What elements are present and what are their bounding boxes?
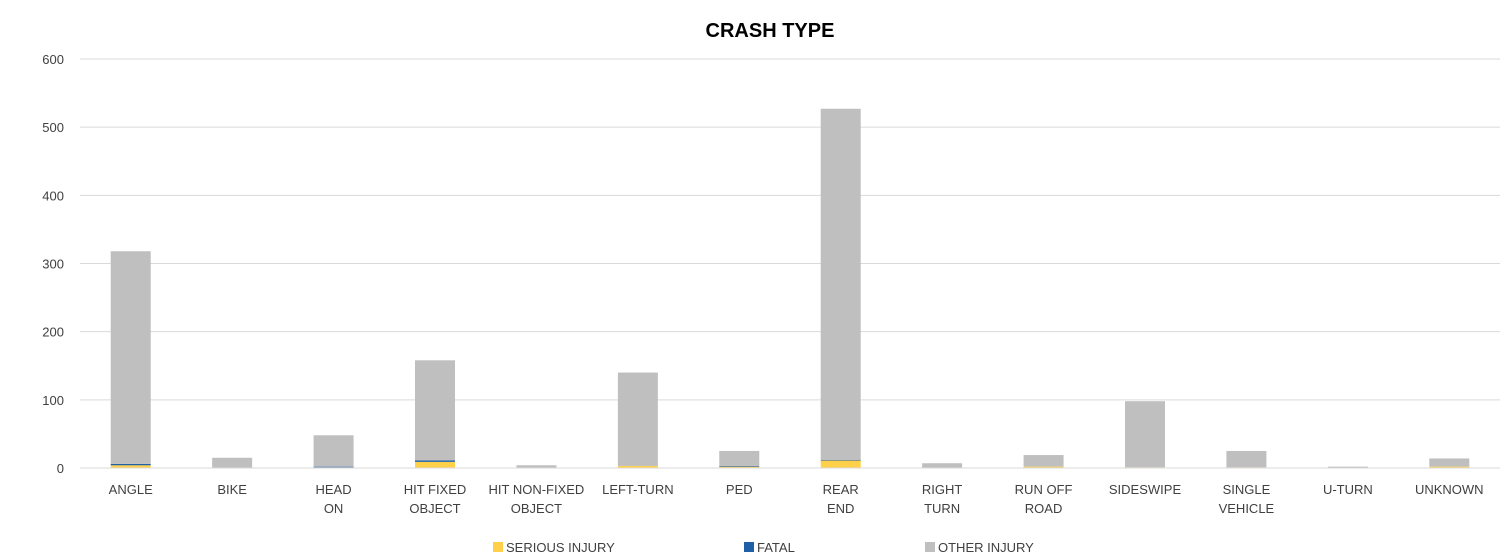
bar-segment bbox=[719, 450, 760, 466]
x-tick-label-line: OBJECT bbox=[511, 501, 562, 516]
bar-segment bbox=[415, 360, 455, 461]
x-tick-label: LEFT-TURN bbox=[602, 482, 674, 497]
y-tick-label: 0 bbox=[57, 461, 64, 476]
bar-segment bbox=[516, 465, 557, 468]
bar-segment bbox=[719, 465, 760, 467]
bar-segment bbox=[922, 463, 963, 468]
bar-segment bbox=[313, 466, 354, 468]
bar-segment bbox=[1327, 466, 1368, 468]
x-tick-label-line: VEHICLE bbox=[1219, 501, 1275, 516]
bar-segment bbox=[1226, 450, 1267, 468]
y-tick-label: 200 bbox=[42, 325, 64, 340]
bar-segment bbox=[820, 460, 861, 468]
x-tick-label-line: PED bbox=[726, 482, 753, 497]
x-tick-label: REAR END bbox=[823, 482, 859, 516]
x-tick-label-line: HIT NON-FIXED bbox=[489, 482, 585, 497]
x-tick-label: SIDESWIPE bbox=[1109, 482, 1182, 497]
bar-segment bbox=[1429, 466, 1470, 468]
x-tick-label: SINGLE VEHICLE bbox=[1219, 482, 1275, 516]
x-tick-label: ANGLE bbox=[109, 482, 153, 497]
x-tick-label-line: BIKE bbox=[217, 482, 247, 497]
x-tick-label: UNKNOWN bbox=[1415, 482, 1484, 497]
x-tick-label-line: TURN bbox=[924, 501, 960, 516]
y-tick-label: 400 bbox=[42, 188, 64, 203]
x-tick-label-line: RUN OFF bbox=[1015, 482, 1073, 497]
bar-segment bbox=[313, 435, 354, 467]
gridlines bbox=[80, 58, 1500, 469]
legend-label: FATAL bbox=[757, 540, 795, 555]
bar-segment bbox=[110, 463, 151, 466]
bar-segment bbox=[415, 460, 455, 462]
legend-swatch bbox=[493, 542, 503, 552]
bars bbox=[110, 108, 1470, 468]
bar-segment bbox=[415, 461, 455, 468]
bar-segment bbox=[617, 372, 658, 466]
bar-segment bbox=[212, 457, 253, 468]
x-tick-label: HIT NON-FIXED OBJECT bbox=[489, 482, 585, 516]
bar-segment bbox=[820, 108, 861, 460]
x-tick-label: HIT FIXED OBJECT bbox=[404, 482, 467, 516]
x-tick-label-line: LEFT-TURN bbox=[602, 482, 674, 497]
bar-segment bbox=[1023, 466, 1064, 468]
x-tick-label-line: HIT FIXED bbox=[404, 482, 467, 497]
legend-swatch bbox=[925, 542, 935, 552]
bar-segment bbox=[1125, 401, 1165, 468]
x-tick-label-line: REAR bbox=[823, 482, 859, 497]
x-tick-label-line: ROAD bbox=[1025, 501, 1063, 516]
x-tick-label-line: SINGLE bbox=[1223, 482, 1271, 497]
legend: SERIOUS INJURY FATAL OTHER INJURY bbox=[493, 540, 1034, 555]
x-tick-label: PED bbox=[726, 482, 753, 497]
bar-segment bbox=[1429, 458, 1470, 467]
x-tick-label-line: HEAD bbox=[316, 482, 352, 497]
bar-segment bbox=[617, 465, 658, 468]
x-tick-label-line: END bbox=[827, 501, 854, 516]
bar-segment bbox=[110, 251, 151, 464]
y-axis: 0 100 200 300 400 500 600 bbox=[42, 52, 64, 476]
chart-title: CRASH TYPE bbox=[706, 20, 835, 42]
bar-segment bbox=[719, 466, 760, 468]
x-tick-label-line: SIDESWIPE bbox=[1109, 482, 1182, 497]
bar-segment bbox=[110, 465, 151, 468]
legend-swatch bbox=[744, 542, 754, 552]
y-tick-label: 100 bbox=[42, 393, 64, 408]
bar-segment bbox=[820, 459, 861, 461]
bar-segment bbox=[1023, 455, 1064, 467]
x-tick-label-line: ON bbox=[324, 501, 344, 516]
x-tick-label-line: ANGLE bbox=[109, 482, 153, 497]
legend-label: OTHER INJURY bbox=[938, 540, 1034, 555]
x-tick-label-line: OBJECT bbox=[409, 501, 460, 516]
x-tick-label-line: RIGHT bbox=[922, 482, 963, 497]
x-tick-label: RUN OFF ROAD bbox=[1015, 482, 1073, 516]
x-tick-label-line: UNKNOWN bbox=[1415, 482, 1484, 497]
x-tick-label: HEAD ON bbox=[316, 482, 352, 516]
x-tick-label: BIKE bbox=[217, 482, 247, 497]
legend-label: SERIOUS INJURY bbox=[506, 540, 615, 555]
y-tick-label: 500 bbox=[42, 120, 64, 135]
y-tick-label: 600 bbox=[42, 52, 64, 67]
x-tick-label: U-TURN bbox=[1323, 482, 1373, 497]
y-tick-label: 300 bbox=[42, 257, 64, 272]
x-tick-label-line: U-TURN bbox=[1323, 482, 1373, 497]
x-tick-label: RIGHT TURN bbox=[922, 482, 963, 516]
